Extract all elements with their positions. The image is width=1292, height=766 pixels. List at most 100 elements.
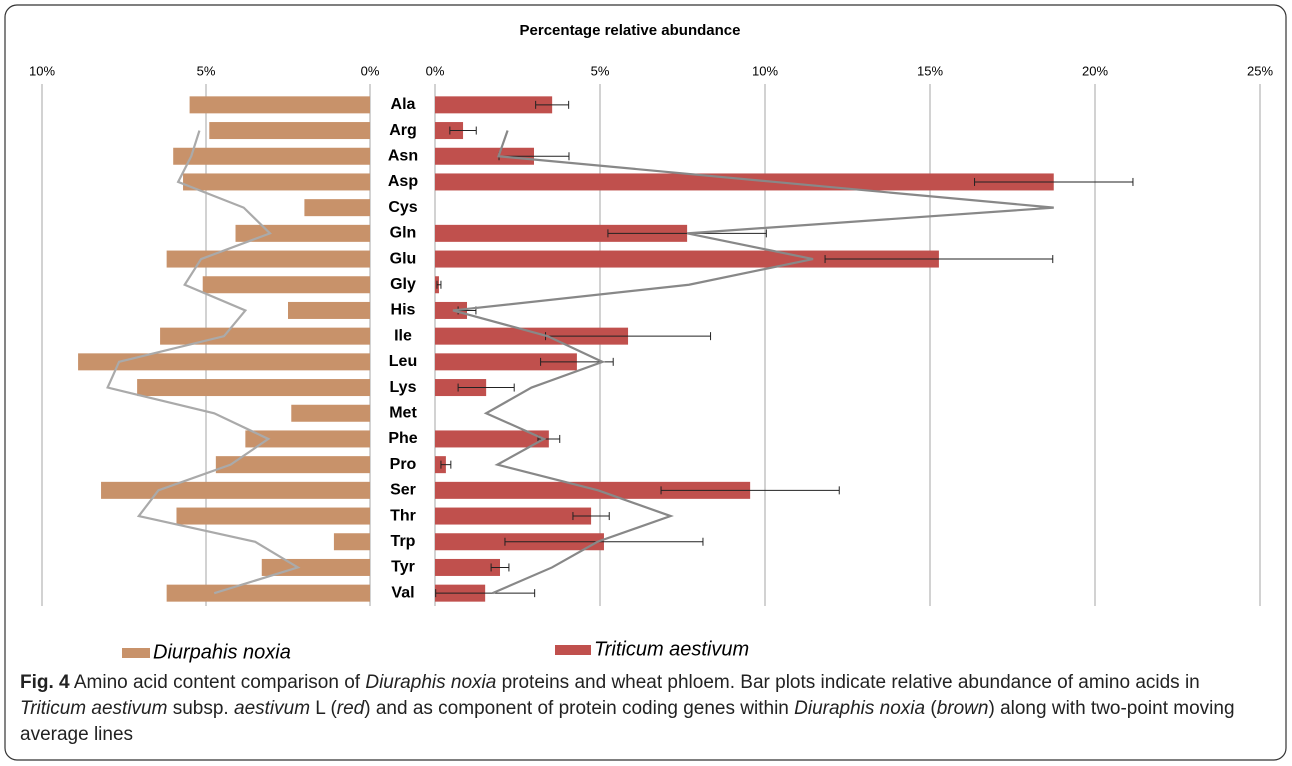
category-label: Lys: [390, 379, 417, 396]
bar: [160, 327, 370, 345]
bar: [101, 481, 370, 499]
chart-title: Percentage relative abundance: [520, 22, 741, 39]
bar: [304, 199, 370, 217]
caption-text: subsp.: [167, 698, 234, 719]
error-bar: [660, 486, 840, 495]
category-label: Trp: [391, 533, 416, 550]
bar: [435, 250, 939, 268]
category-label: Val: [391, 584, 414, 601]
bar: [435, 96, 553, 114]
x-tick-label: 20%: [1082, 63, 1108, 78]
category-label: Tyr: [391, 559, 415, 576]
moving-average-line: [106, 130, 301, 595]
category-label: Thr: [390, 507, 416, 524]
bar: [176, 507, 370, 525]
error-bar: [440, 460, 452, 469]
error-bar: [435, 589, 536, 598]
bar: [435, 558, 501, 576]
bar: [166, 584, 370, 602]
error-bar: [449, 126, 477, 135]
error-bar: [436, 280, 442, 289]
bar: [235, 224, 370, 242]
category-label: Arg: [389, 122, 417, 139]
x-tick-label: 25%: [1247, 63, 1273, 78]
bar: [288, 301, 370, 319]
error-bar: [572, 512, 610, 521]
error-bar: [504, 537, 704, 546]
caption-text: aestivum: [234, 698, 311, 719]
caption-text: Amino acid content comparison of: [69, 672, 366, 693]
bar: [245, 430, 370, 448]
bar: [209, 122, 370, 140]
bar: [215, 456, 370, 474]
legend-swatch: [555, 645, 591, 655]
category-label: His: [391, 302, 416, 319]
category-label: Ala: [391, 96, 416, 113]
legend-label: Triticum aestivum: [594, 638, 749, 660]
bar: [291, 404, 370, 422]
category-label: Ser: [390, 482, 416, 499]
error-bar: [535, 100, 570, 109]
bar: [435, 147, 534, 165]
bar: [137, 379, 370, 397]
caption-text: red: [336, 698, 365, 719]
caption-text: (: [925, 698, 937, 719]
frame: [4, 4, 1287, 761]
moving-average-line: [452, 130, 1054, 595]
caption-text: Diuraphis noxia: [794, 698, 926, 719]
bar: [435, 327, 629, 345]
bar: [435, 507, 592, 525]
category-label: Pro: [390, 456, 417, 473]
caption-text: L (: [310, 698, 337, 719]
x-tick-label: 10%: [29, 63, 55, 78]
caption-text: proteins and wheat phloem. Bar plots ind…: [496, 672, 1200, 693]
error-bar: [974, 177, 1134, 186]
caption-line: average lines: [20, 722, 1235, 748]
caption-text: Triticum aestivum: [20, 698, 168, 719]
bar: [435, 430, 549, 448]
category-label: Met: [389, 404, 417, 421]
x-tick-label: 0%: [361, 63, 380, 78]
error-bar: [490, 563, 510, 572]
caption-text: Fig. 4: [20, 672, 70, 693]
category-label: Cys: [388, 199, 417, 216]
x-tick-label: 0%: [426, 63, 445, 78]
caption-text: average lines: [20, 724, 134, 745]
x-tick-label: 10%: [752, 63, 778, 78]
bar: [435, 301, 468, 319]
bar: [173, 147, 370, 165]
bar: [435, 224, 688, 242]
legend-label: Diurpahis noxia: [153, 641, 291, 663]
x-tick-label: 15%: [917, 63, 943, 78]
category-label: Glu: [390, 250, 417, 267]
bar: [189, 96, 370, 114]
category-label: Ile: [394, 327, 412, 344]
category-label: Gly: [390, 276, 416, 293]
bar: [202, 276, 370, 294]
bar: [435, 173, 1054, 191]
caption-text: ) and as component of protein coding gen…: [364, 698, 795, 719]
category-label: Gln: [390, 225, 417, 242]
caption-text: brown: [936, 698, 989, 719]
caption-text: Diuraphis noxia: [365, 672, 497, 693]
caption: Fig. 4 Amino acid content comparison of …: [20, 670, 1235, 748]
bar: [435, 353, 577, 371]
bar: [435, 122, 464, 140]
bar: [166, 250, 370, 268]
legend-swatch: [122, 648, 150, 658]
bar: [183, 173, 370, 191]
caption-line: Fig. 4 Amino acid content comparison of …: [20, 670, 1235, 696]
category-label: Leu: [389, 353, 417, 370]
category-label: Phe: [388, 430, 417, 447]
error-bar: [824, 255, 1054, 264]
bar: [78, 353, 370, 371]
caption-line: Triticum aestivum subsp. aestivum L (red…: [20, 696, 1235, 722]
bar: [333, 533, 370, 551]
category-label: Asp: [388, 173, 418, 190]
caption-text: ) along with two-point moving: [988, 698, 1235, 719]
bar: [435, 481, 751, 499]
error-bar: [457, 383, 515, 392]
x-tick-label: 5%: [591, 63, 610, 78]
category-label: Asn: [388, 147, 418, 164]
